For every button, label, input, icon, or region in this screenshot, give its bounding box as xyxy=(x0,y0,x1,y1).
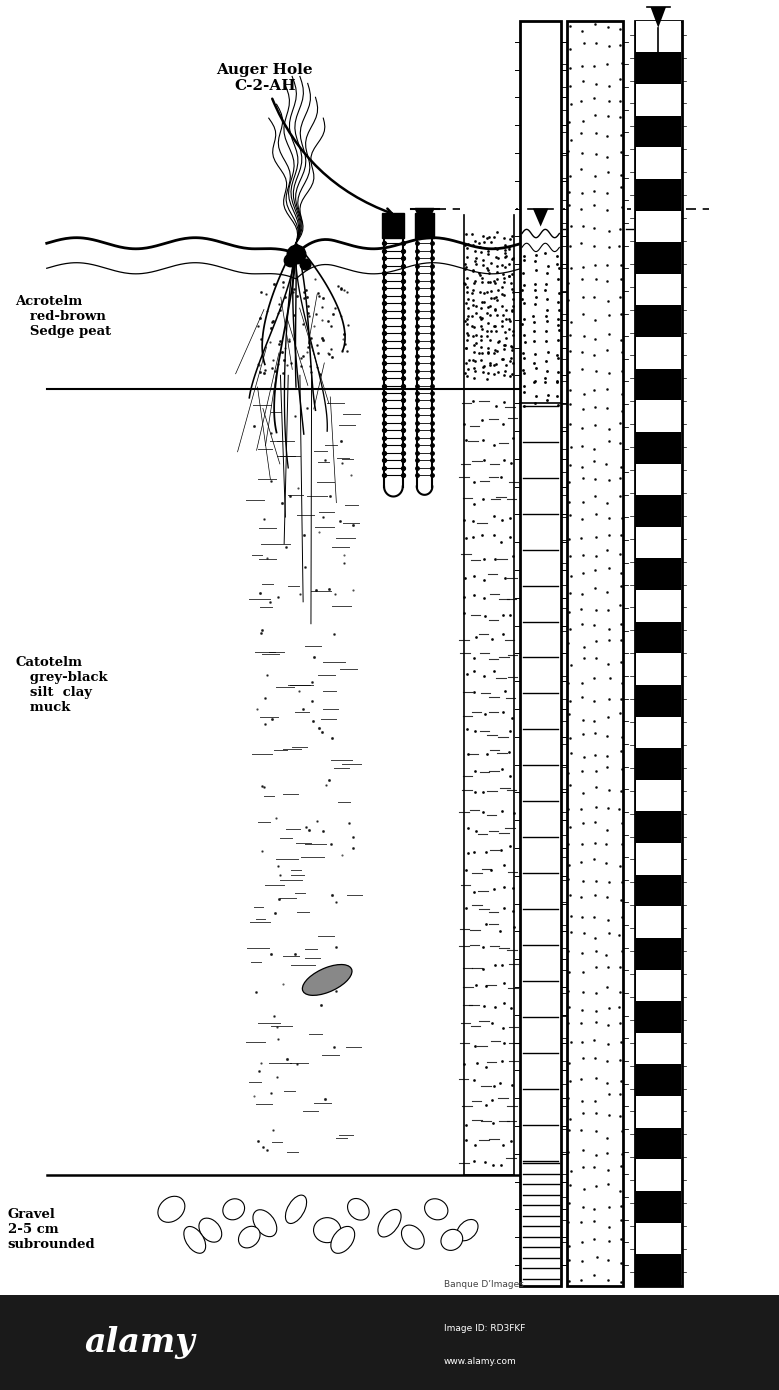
Ellipse shape xyxy=(158,1197,185,1222)
Bar xyxy=(636,464,681,495)
Bar xyxy=(636,874,681,906)
Ellipse shape xyxy=(441,1229,463,1251)
Bar xyxy=(636,147,681,179)
Ellipse shape xyxy=(253,1209,277,1237)
Bar xyxy=(636,21,681,53)
Bar xyxy=(636,559,681,591)
Bar xyxy=(636,1159,681,1191)
Bar xyxy=(636,306,681,338)
Text: www.alamy.com: www.alamy.com xyxy=(444,1357,516,1366)
Bar xyxy=(636,589,681,621)
Ellipse shape xyxy=(425,1198,448,1220)
Bar xyxy=(636,1033,681,1065)
Bar xyxy=(636,812,681,842)
Ellipse shape xyxy=(401,1225,425,1250)
Bar xyxy=(636,1223,681,1254)
Bar xyxy=(636,495,681,527)
Bar xyxy=(636,621,681,653)
Polygon shape xyxy=(533,208,548,227)
Bar xyxy=(415,213,434,238)
Text: Acrotelm
   red-brown
   Sedge peat: Acrotelm red-brown Sedge peat xyxy=(16,295,111,338)
Bar xyxy=(636,1097,681,1127)
Text: Auger Hole
C-2-AH: Auger Hole C-2-AH xyxy=(217,63,392,214)
Point xyxy=(299,253,312,275)
Text: Gravel
2-5 cm
subrounded: Gravel 2-5 cm subrounded xyxy=(8,1208,95,1251)
Ellipse shape xyxy=(302,965,352,995)
Bar xyxy=(636,970,681,1001)
Ellipse shape xyxy=(285,1195,307,1223)
Bar xyxy=(636,274,681,306)
Bar xyxy=(636,685,681,717)
Text: alamy: alamy xyxy=(85,1326,196,1359)
Point xyxy=(290,243,302,265)
Ellipse shape xyxy=(313,1218,340,1243)
Polygon shape xyxy=(415,208,434,228)
Bar xyxy=(636,1191,681,1223)
Ellipse shape xyxy=(199,1218,222,1243)
Bar xyxy=(636,338,681,368)
Text: Catotelm
   grey-black
   silt  clay
   muck: Catotelm grey-black silt clay muck xyxy=(16,656,108,713)
Bar xyxy=(0,1295,779,1390)
Ellipse shape xyxy=(347,1198,369,1220)
Bar xyxy=(636,432,681,464)
Bar xyxy=(636,938,681,970)
Bar xyxy=(567,21,623,1286)
Ellipse shape xyxy=(238,1226,260,1248)
Ellipse shape xyxy=(378,1209,401,1237)
Ellipse shape xyxy=(331,1226,354,1254)
Bar xyxy=(382,213,404,238)
Bar xyxy=(636,1065,681,1095)
Point xyxy=(284,249,296,271)
Bar xyxy=(636,210,681,242)
Bar xyxy=(636,906,681,938)
Bar xyxy=(636,53,681,85)
Bar xyxy=(636,717,681,748)
Bar xyxy=(636,242,681,274)
Bar xyxy=(636,748,681,780)
Text: Banque D’Images: Banque D’Images xyxy=(444,1280,524,1289)
Bar xyxy=(636,780,681,812)
Bar xyxy=(636,842,681,874)
Bar xyxy=(635,21,682,1286)
Bar xyxy=(636,1001,681,1033)
Bar xyxy=(636,400,681,432)
Ellipse shape xyxy=(456,1219,478,1241)
Bar xyxy=(636,179,681,211)
Bar xyxy=(636,83,681,115)
Ellipse shape xyxy=(184,1226,206,1254)
Bar xyxy=(636,115,681,147)
Polygon shape xyxy=(650,7,666,28)
Bar xyxy=(636,653,681,685)
Text: Image ID: RD3FKF: Image ID: RD3FKF xyxy=(444,1325,525,1333)
Bar xyxy=(636,1254,681,1286)
Bar xyxy=(636,368,681,400)
Bar xyxy=(636,1127,681,1159)
Ellipse shape xyxy=(223,1198,245,1220)
Bar xyxy=(636,527,681,559)
Bar xyxy=(520,21,561,1286)
